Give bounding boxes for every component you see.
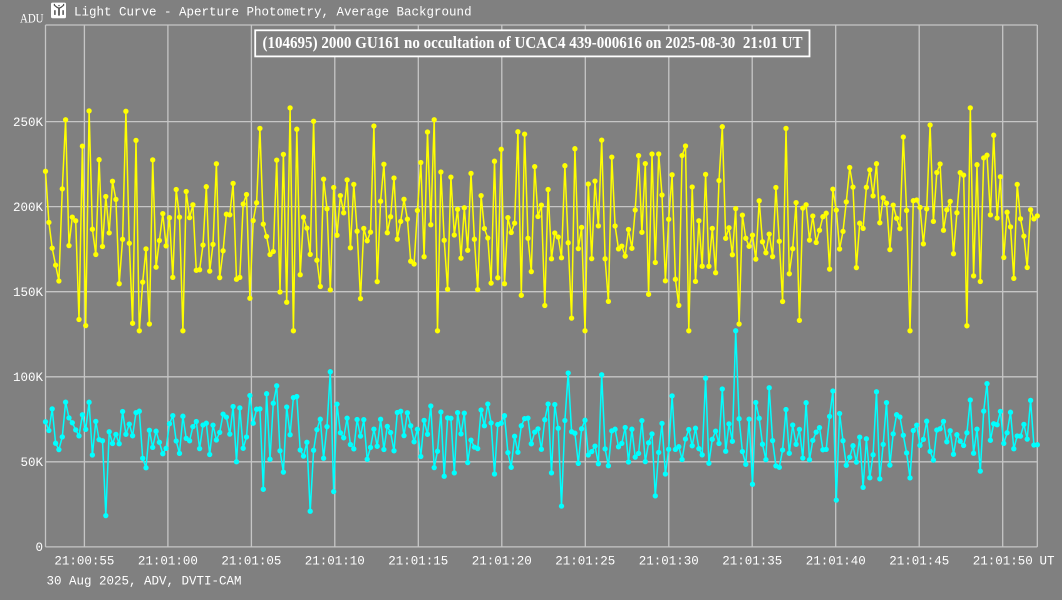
- svg-text:150K: 150K: [13, 286, 44, 300]
- svg-text:30 Aug 2025, ADV, DVTI-CAM: 30 Aug 2025, ADV, DVTI-CAM: [47, 575, 242, 589]
- svg-text:21:00:55: 21:00:55: [54, 555, 114, 569]
- svg-text:100K: 100K: [13, 371, 44, 385]
- svg-text:21:01:50: 21:01:50: [973, 555, 1033, 569]
- svg-text:200K: 200K: [13, 201, 44, 215]
- svg-text:Light Curve - Aperture Photome: Light Curve - Aperture Photometry, Avera…: [74, 6, 472, 20]
- svg-text:21:01:35: 21:01:35: [722, 555, 782, 569]
- svg-text:21:01:00: 21:01:00: [138, 555, 198, 569]
- svg-text:21:01:15: 21:01:15: [388, 555, 448, 569]
- svg-text:21:01:10: 21:01:10: [305, 555, 365, 569]
- svg-text:21:01:25: 21:01:25: [555, 555, 615, 569]
- svg-text:250K: 250K: [13, 116, 44, 130]
- svg-text:(104695) 2000 GU161 no occulta: (104695) 2000 GU161 no occultation of UC…: [263, 33, 804, 52]
- svg-text:21:01:30: 21:01:30: [639, 555, 699, 569]
- svg-text:21:01:20: 21:01:20: [472, 555, 532, 569]
- svg-text:UT: UT: [1039, 555, 1055, 569]
- svg-text:21:01:05: 21:01:05: [221, 555, 281, 569]
- svg-text:21:01:45: 21:01:45: [889, 555, 949, 569]
- svg-text:0: 0: [35, 541, 43, 555]
- svg-text:ADU: ADU: [20, 11, 44, 25]
- svg-text:21:01:40: 21:01:40: [806, 555, 866, 569]
- svg-text:50K: 50K: [20, 456, 43, 470]
